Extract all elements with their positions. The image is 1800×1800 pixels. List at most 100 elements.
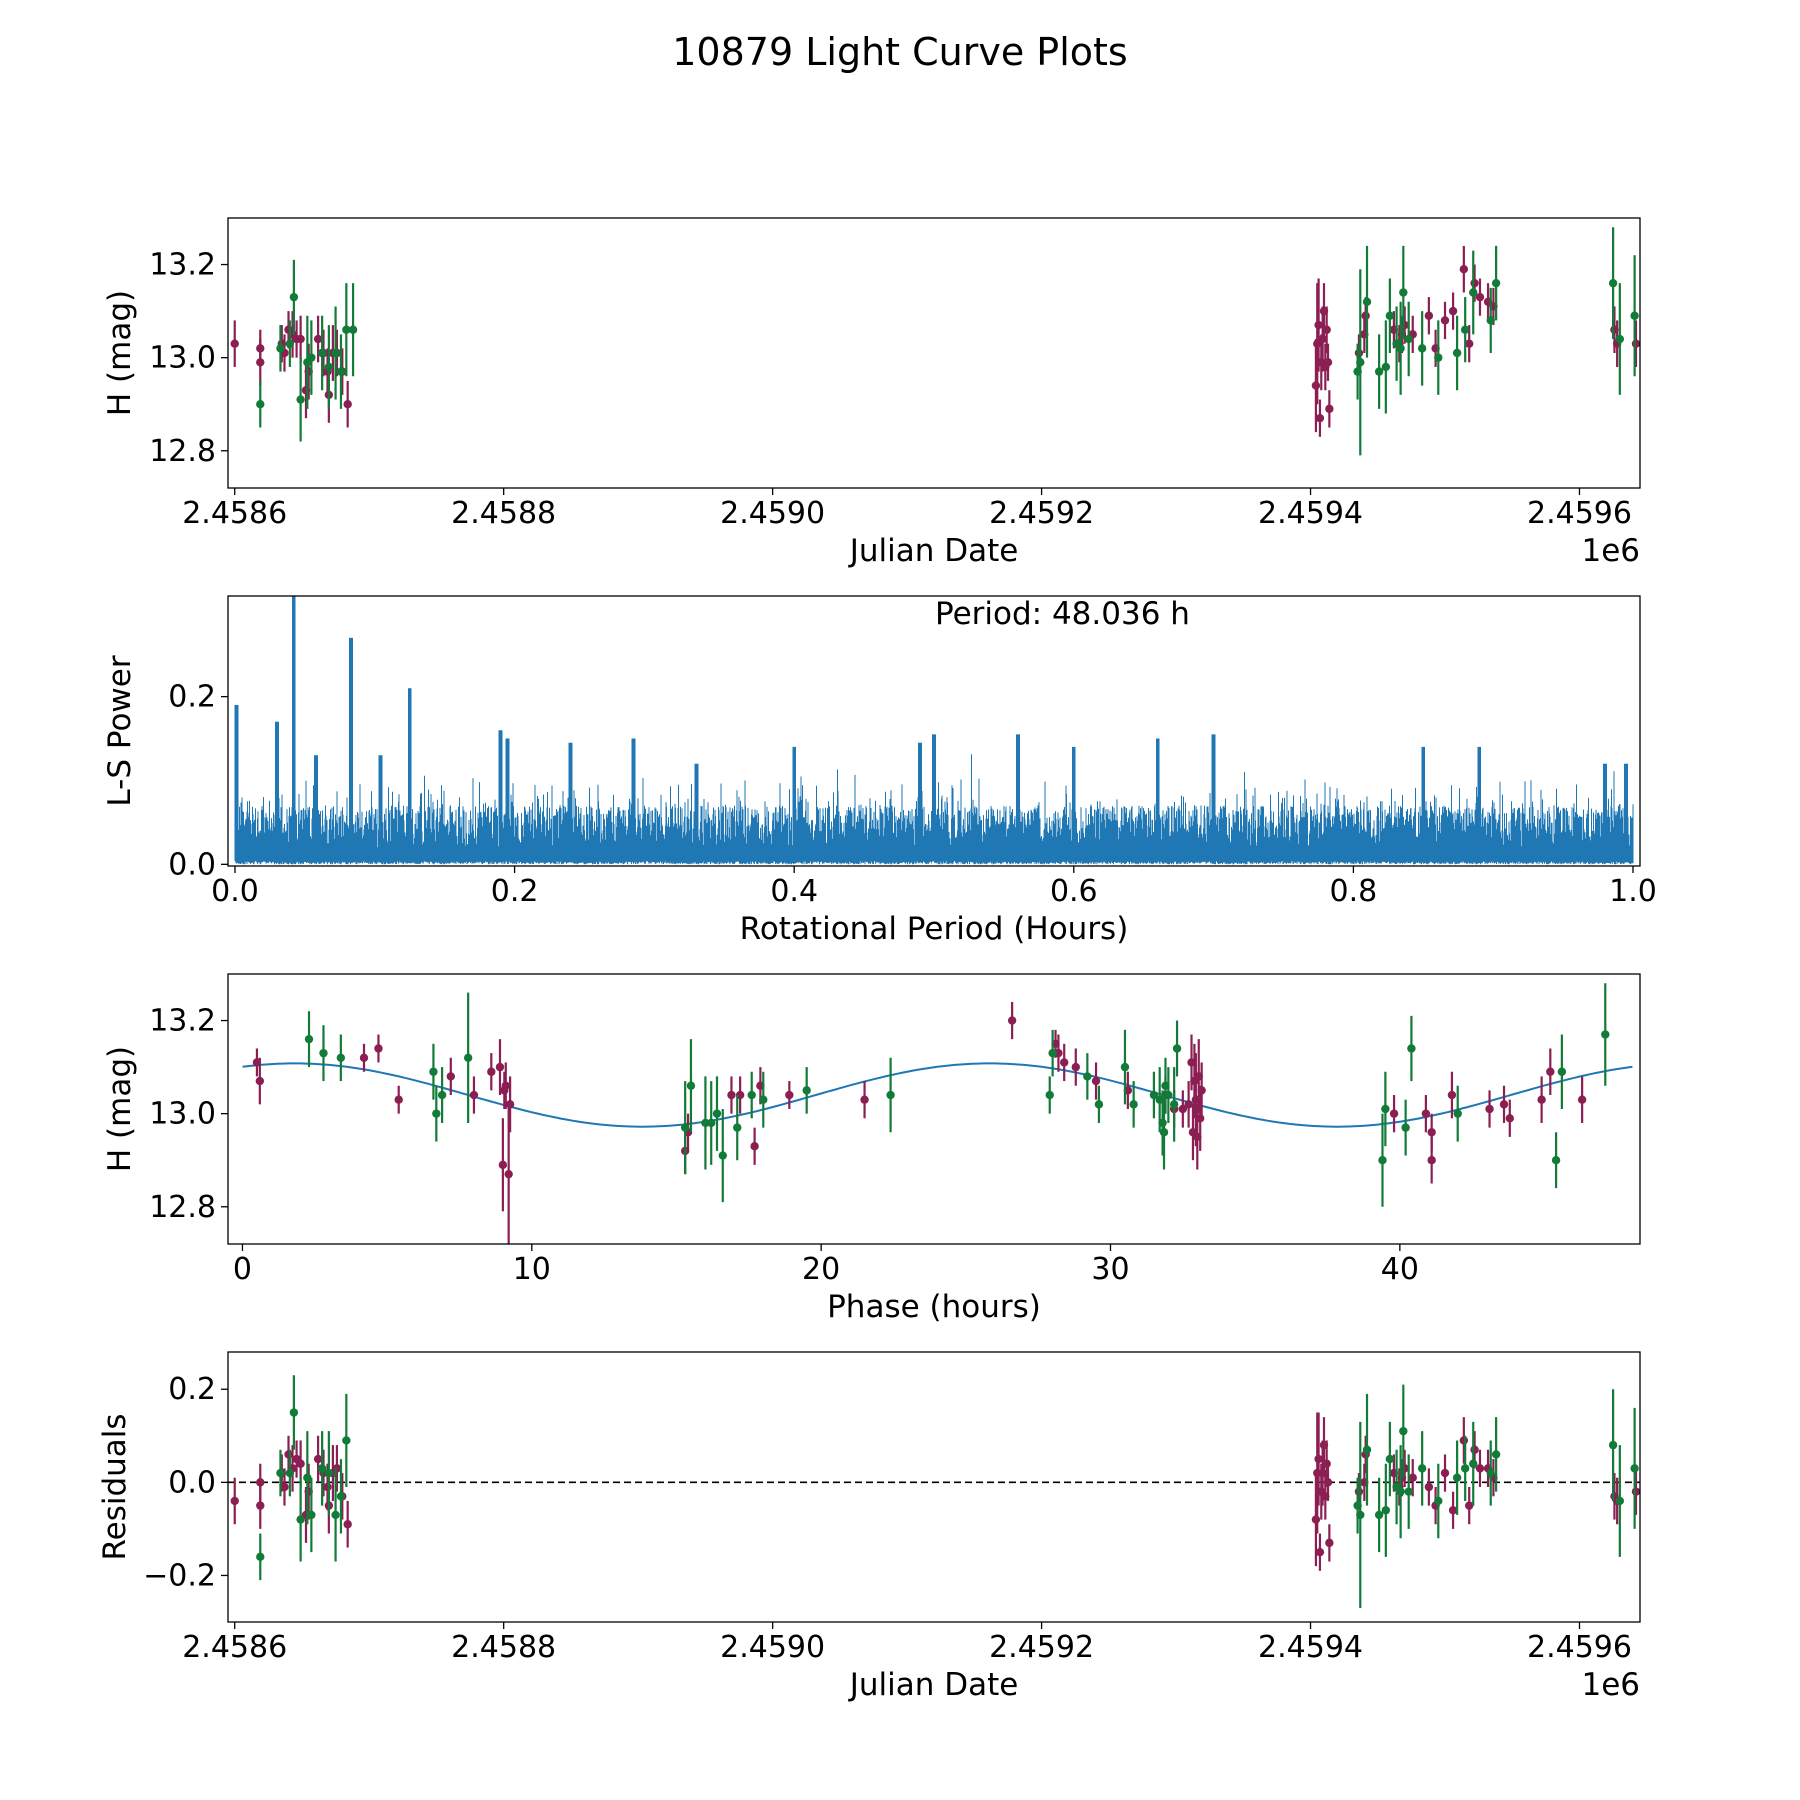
filter_b-point	[1608, 1440, 1618, 1450]
y-axis-label: L-S Power	[102, 655, 138, 806]
filter_b-point	[256, 1552, 265, 1562]
x-tick-label: 0.6	[1050, 874, 1098, 909]
phase-panel: 0 10 20 30 40 12.8 13.0 13.2 Phase (hours) H (mag…	[102, 973, 1641, 1325]
filter_b-point	[1551, 1156, 1561, 1165]
filter_b-point	[1404, 334, 1413, 344]
x-tick-label: 2.4588	[451, 1630, 556, 1665]
filter_b-point	[1129, 1100, 1138, 1109]
filter_b-point	[304, 1034, 314, 1044]
x-tick-label: 0.0	[211, 874, 259, 909]
x-tick-label: 2.4592	[989, 496, 1094, 531]
filter_a-point	[1427, 1156, 1436, 1165]
y-tick-label: 12.8	[149, 434, 216, 469]
x-tick-label: 2.4586	[182, 496, 287, 531]
x-offset-label: 1e6	[1581, 533, 1640, 569]
filter_a-point	[446, 1072, 455, 1081]
y-tick-label: 12.8	[149, 1190, 216, 1225]
filter_b-point	[1356, 1510, 1365, 1520]
axes-frame	[227, 973, 1641, 1245]
filter_a-point	[1354, 1487, 1364, 1496]
x-tick-label: 2.4596	[1527, 1630, 1632, 1665]
axes-frame	[227, 217, 1641, 489]
filter_b-point	[1486, 316, 1495, 325]
filter_b-point	[1491, 278, 1501, 288]
filter_b-point	[285, 339, 295, 348]
filter_b-point	[1120, 1062, 1130, 1072]
filter_b-point	[256, 400, 265, 409]
filter_a-point	[1091, 1076, 1101, 1086]
filter_a-point	[1470, 278, 1479, 288]
filter_b-point	[886, 1090, 895, 1100]
y-tick-label: 0.2	[168, 1372, 216, 1407]
filter_b-point	[1048, 1048, 1057, 1058]
filter_b-point	[1374, 1510, 1384, 1520]
filter_a-point	[1197, 1086, 1206, 1095]
x-tick-label: 0.8	[1330, 874, 1378, 909]
filter_b-point	[1374, 367, 1384, 376]
filter_b-point	[289, 292, 299, 302]
filter_b-point	[348, 325, 358, 334]
filter_a-point	[1424, 311, 1434, 320]
filter_a-point	[313, 334, 323, 344]
filter_b-point	[1362, 1445, 1372, 1454]
filter_b-point	[1396, 344, 1405, 353]
filter_a-point	[750, 1142, 759, 1151]
period-annotation: Period: 48.036 h	[935, 596, 1190, 632]
y-tick-label: −0.2	[143, 1558, 216, 1593]
filter_a-point	[1195, 1114, 1205, 1123]
filter_b-point	[429, 1067, 438, 1076]
filter_a-point	[1184, 1100, 1193, 1109]
y-axis-label: Residuals	[97, 1413, 133, 1560]
filter_b-point	[1094, 1100, 1104, 1109]
filter_a-point	[1361, 311, 1370, 320]
filter_b-point	[432, 1109, 441, 1118]
x-tick-label: 2.4588	[451, 496, 556, 531]
filter_b-point	[437, 1090, 447, 1100]
y-axis-label: H (mag)	[102, 1046, 138, 1172]
filter_b-point	[276, 344, 285, 353]
x-tick-label: 2.4594	[1258, 1630, 1363, 1665]
filter_b-point	[1385, 311, 1395, 320]
x-tick-label: 2.4594	[1258, 496, 1363, 531]
filter_a-point	[1537, 1095, 1546, 1104]
x-axis-label: Rotational Period (Hours)	[740, 911, 1129, 947]
x-tick-label: 2.4590	[720, 1630, 825, 1665]
filter_b-point	[307, 353, 316, 362]
y-tick-label: 13.0	[149, 341, 216, 376]
filter_b-point	[759, 1095, 768, 1104]
filter_b-point	[1083, 1072, 1092, 1081]
x-axis-label: Julian Date	[848, 1667, 1019, 1703]
filter_b-point	[1362, 297, 1372, 306]
filter_b-point	[324, 362, 334, 372]
filter_b-point	[336, 367, 346, 376]
y-tick-label: 13.2	[149, 1004, 216, 1039]
axes-frame	[227, 595, 1641, 867]
filter_b-point	[342, 325, 351, 334]
filter_a-point	[487, 1067, 496, 1076]
filter_a-point	[323, 1482, 332, 1492]
filter_a-point	[1427, 1128, 1436, 1137]
filter_b-point	[1460, 325, 1470, 334]
filter_a-point	[1060, 1058, 1069, 1067]
filter_a-point	[1178, 1104, 1188, 1114]
filter_a-point	[1322, 325, 1331, 334]
filter_a-point	[230, 339, 239, 348]
y-tick-label: 0.2	[168, 680, 216, 715]
filter_b-point	[733, 1123, 742, 1132]
filter_a-point	[1007, 1016, 1017, 1025]
filter_a-point	[1389, 1109, 1399, 1118]
filter_a-point	[1325, 404, 1334, 414]
filter_b-point	[1381, 362, 1391, 372]
filter_b-point	[276, 1468, 285, 1478]
filter_b-point	[1608, 278, 1618, 288]
filter_a-point	[1475, 1464, 1485, 1473]
filter_a-point	[1323, 358, 1333, 367]
x-offset-label: 1e6	[1581, 1667, 1640, 1703]
filter_b-point	[1469, 1459, 1478, 1468]
x-tick-label: 0.2	[491, 874, 539, 909]
filter_a-point	[501, 1081, 510, 1090]
filter_b-point	[1491, 1450, 1501, 1459]
filter_b-point	[1378, 1156, 1387, 1165]
filter_b-point	[1045, 1090, 1054, 1100]
x-tick-label: 2.4596	[1527, 496, 1632, 531]
